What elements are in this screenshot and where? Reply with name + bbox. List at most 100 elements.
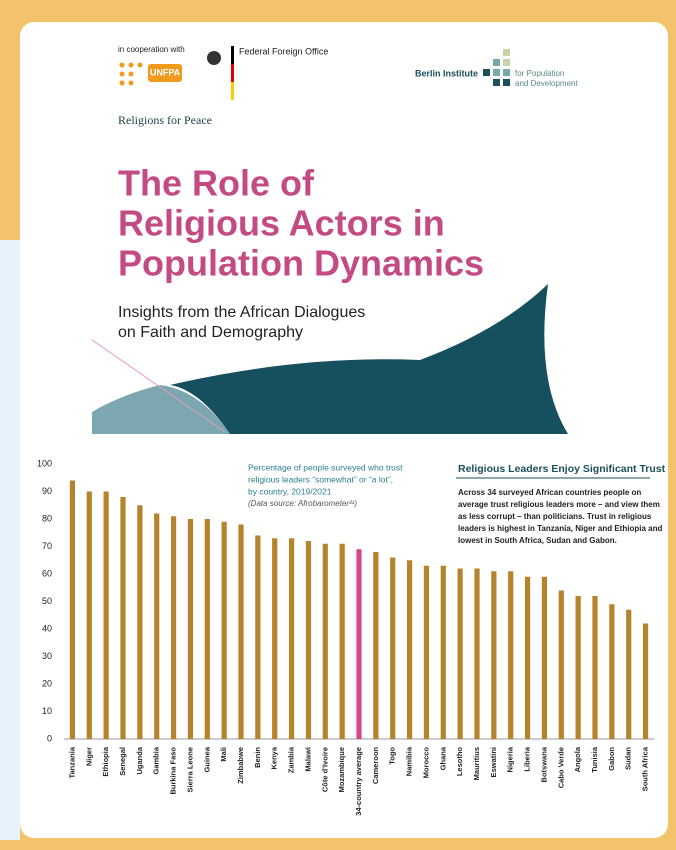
bar	[104, 492, 109, 740]
bar	[592, 596, 597, 739]
y-tick-label: 60	[42, 568, 52, 578]
bar	[222, 522, 227, 739]
bar	[525, 577, 530, 739]
bar	[373, 552, 378, 739]
x-tick-label: Zimbabwe	[236, 747, 245, 784]
x-tick-label: Zambia	[287, 746, 296, 773]
bar	[390, 558, 395, 740]
x-tick-label: Botswana	[539, 746, 548, 782]
x-tick-label: Mozambique	[337, 747, 346, 792]
cooperation: in cooperation with	[118, 45, 185, 54]
y-tick-label: 100	[37, 458, 52, 468]
bar	[238, 525, 243, 740]
box-text: average trust religious leaders more – a…	[458, 500, 660, 509]
y-tick-label: 70	[42, 541, 52, 551]
x-tick-label: Gambia	[152, 746, 161, 774]
x-tick-label: Lesotho	[455, 747, 464, 777]
box-text: as less corrupt – than politicians. Trus…	[458, 512, 652, 521]
caption: by country, 2019/2021	[248, 486, 332, 496]
x-tick-label: Mali	[219, 747, 228, 762]
bar	[356, 549, 361, 739]
bar	[289, 538, 294, 739]
box-title: Religious Leaders Enjoy Significant Trus…	[458, 463, 666, 475]
x-tick-label: Uganda	[135, 746, 144, 774]
box-text: leaders is highest in Tanzania, Niger an…	[458, 524, 662, 533]
x-tick-label: Mauritius	[472, 747, 481, 780]
x-tick-label: Guinea	[202, 746, 211, 772]
x-tick-label: Senegal	[118, 747, 127, 776]
bar	[154, 514, 159, 740]
bar	[626, 610, 631, 739]
y-tick-label: 90	[42, 486, 52, 496]
source: (Data source: Afrobarometer²¹)	[248, 499, 357, 508]
x-tick-label: Nigeria	[506, 746, 515, 772]
bar	[643, 624, 648, 740]
x-tick-label: Sierra Leone	[185, 747, 194, 792]
bar	[70, 481, 75, 740]
x-tick-label: Tanzania	[67, 746, 76, 778]
x-tick-label: 34-country average	[354, 747, 363, 816]
x-tick-label: Burkina Faso	[169, 747, 178, 795]
bar	[272, 538, 277, 739]
page: in cooperation with UNFPA Federal Foreig…	[0, 0, 676, 850]
berlin-sub: for Population	[515, 69, 564, 78]
y-tick-label: 50	[42, 596, 52, 606]
berlin-sub: and Development	[515, 79, 578, 88]
bar	[255, 536, 260, 740]
x-tick-label: Cameroon	[371, 747, 380, 785]
bar	[559, 591, 564, 740]
bar	[137, 505, 142, 739]
y-tick-label: 40	[42, 623, 52, 633]
bar	[424, 566, 429, 739]
bar	[407, 560, 412, 739]
x-tick-label: Eswatini	[489, 747, 498, 777]
x-tick-label: Togo	[388, 747, 397, 765]
religions-for-peace: Religions for Peace	[118, 113, 212, 127]
bar	[474, 569, 479, 740]
box-text: lowest in South Africa, Sudan and Gabon.	[458, 536, 617, 545]
bar	[576, 596, 581, 739]
x-tick-label: Sudan	[624, 747, 633, 770]
x-tick-label: Namibia	[405, 746, 414, 776]
x-tick-label: Liberia	[523, 746, 532, 771]
foreign-office: Federal Foreign Office	[239, 46, 328, 56]
x-tick-label: Cabo Verde	[556, 747, 565, 788]
title-line: Population Dynamics	[118, 243, 484, 284]
title-line: Religious Actors in	[118, 203, 445, 244]
y-tick-label: 30	[42, 651, 52, 661]
caption: Percentage of people surveyed who trust	[248, 462, 403, 472]
y-tick-label: 0	[47, 733, 52, 743]
x-tick-label: Benin	[253, 747, 262, 768]
bar	[508, 571, 513, 739]
x-tick-label: Ethiopia	[101, 746, 110, 776]
bar	[205, 519, 210, 739]
bar	[340, 544, 345, 739]
bar	[542, 577, 547, 739]
y-tick-label: 80	[42, 513, 52, 523]
bar	[609, 604, 614, 739]
box-text: Across 34 surveyed African countries peo…	[458, 488, 641, 497]
berlin-institute: Berlin Institute	[415, 68, 478, 78]
x-tick-label: Côte d'Ivoire	[320, 747, 329, 792]
caption: religious leaders “somewhat” or “a lot”,	[248, 474, 393, 484]
x-tick-label: Kenya	[270, 746, 279, 769]
bar	[323, 544, 328, 739]
side-strip	[0, 240, 20, 840]
bar	[441, 566, 446, 739]
bar	[120, 497, 125, 739]
unfpa: UNFPA	[150, 67, 181, 77]
x-tick-label: Tunisia	[590, 746, 599, 773]
title-line: The Role of	[118, 163, 315, 204]
x-tick-label: Niger	[84, 747, 93, 766]
bar	[87, 492, 92, 740]
x-tick-label: Malawi	[303, 747, 312, 772]
bar	[491, 571, 496, 739]
x-tick-label: Ghana	[438, 746, 447, 770]
x-tick-label: Angola	[573, 746, 582, 772]
bar	[306, 541, 311, 739]
x-tick-label: Morocco	[421, 747, 430, 779]
y-tick-label: 10	[42, 706, 52, 716]
bar	[458, 569, 463, 740]
bar	[171, 516, 176, 739]
subtitle: on Faith and Demography	[118, 324, 303, 341]
